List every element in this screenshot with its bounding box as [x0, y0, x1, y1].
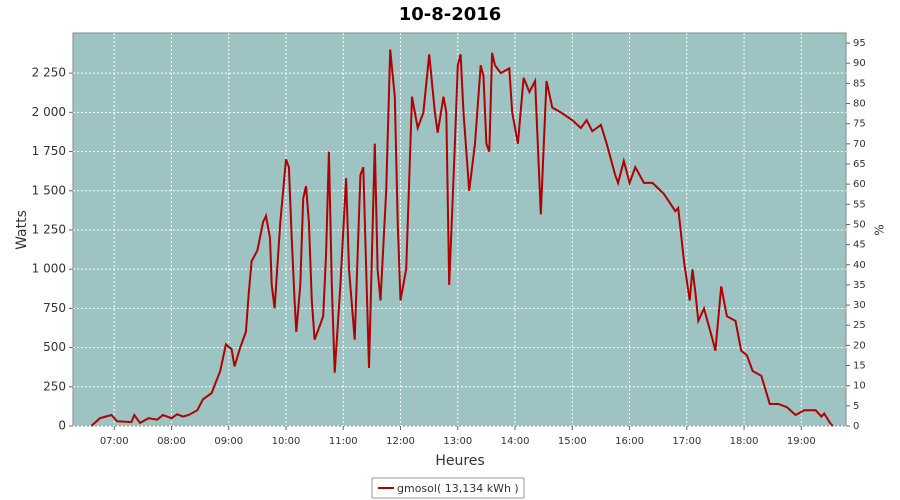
- y2-tick-label: 75: [853, 119, 866, 130]
- y-tick-label: 1 250: [32, 222, 66, 236]
- y2-tick-label: 55: [853, 199, 866, 210]
- x-tick-label: 14:00: [501, 436, 530, 447]
- y-tick-label: 500: [43, 340, 66, 354]
- x-tick-label: 11:00: [329, 436, 358, 447]
- y2-tick-label: 65: [853, 159, 866, 170]
- y2-tick-label: 30: [853, 300, 866, 311]
- grid: [73, 33, 846, 427]
- x-tick-label: 18:00: [730, 436, 759, 447]
- y-tick-label: 1 500: [32, 183, 66, 197]
- data-line: [90, 49, 834, 427]
- legend: [371, 477, 525, 499]
- y2-tick-label: 45: [853, 240, 866, 251]
- x-tick-label: 07:00: [100, 436, 129, 447]
- y2-tick-label: 60: [853, 179, 866, 190]
- y-tick-label: 750: [43, 301, 66, 315]
- y2-tick-label: 5: [853, 401, 859, 412]
- y2-tick-label: 35: [853, 280, 866, 291]
- x-axis-label: Heures: [435, 453, 484, 469]
- y2-tick-label: 20: [853, 340, 866, 351]
- x-tick-label: 10:00: [272, 436, 301, 447]
- y2-tick-label: 50: [853, 219, 866, 230]
- x-tick-label: 12:00: [386, 436, 415, 447]
- y-tick-label: 1 000: [32, 262, 66, 276]
- y2-tick-label: 10: [853, 381, 866, 392]
- y2-tick-label: 0: [853, 421, 859, 432]
- x-tick-label: 13:00: [443, 436, 472, 447]
- y2-tick-label: 95: [853, 38, 866, 49]
- y-tick-label: 250: [43, 379, 66, 393]
- x-tick-label: 19:00: [787, 436, 816, 447]
- x-tick-label: 17:00: [672, 436, 701, 447]
- y2-axis-label: %: [873, 224, 887, 235]
- x-tick-label: 16:00: [615, 436, 644, 447]
- legend-label: gmosol( 13,134 kWh ): [397, 482, 519, 495]
- y2-tick-label: 90: [853, 58, 866, 69]
- x-tick-label: 09:00: [214, 436, 243, 447]
- y2-tick-label: 25: [853, 320, 866, 331]
- y-tick-label: 2 000: [32, 105, 66, 119]
- y2-tick-label: 80: [853, 99, 866, 110]
- y-tick-label: 0: [58, 419, 66, 433]
- y-axis-label: Watts: [14, 210, 30, 250]
- y-tick-label: 1 750: [32, 144, 66, 158]
- y2-tick-label: 15: [853, 361, 866, 372]
- x-tick-label: 08:00: [157, 436, 186, 447]
- y2-tick-label: 40: [853, 260, 866, 271]
- x-tick-label: 15:00: [558, 436, 587, 447]
- chart-title: 10-8-2016: [399, 4, 502, 25]
- y2-tick-label: 70: [853, 139, 866, 150]
- y2-tick-label: 85: [853, 78, 866, 89]
- y-tick-label: 2 250: [32, 66, 66, 80]
